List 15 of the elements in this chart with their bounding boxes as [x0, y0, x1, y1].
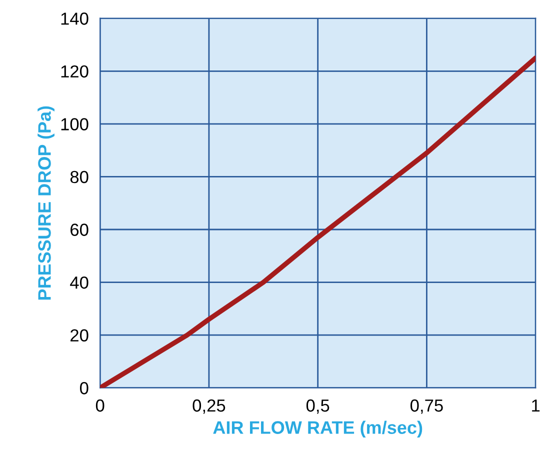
- x-tick-label: 0: [96, 399, 104, 412]
- y-tick-label: 80: [70, 170, 88, 184]
- y-tick-label: 120: [61, 65, 88, 78]
- x-tick-label: 0,5: [306, 399, 330, 414]
- y-axis-title: PRESSURE DROP (Pa): [38, 106, 54, 300]
- y-tick-label: 0: [80, 382, 88, 394]
- y-tick-label: 40: [70, 276, 88, 289]
- y-tick-label: 60: [70, 224, 88, 236]
- x-tick-label: 0,75: [410, 399, 443, 414]
- y-tick-label: 100: [61, 118, 88, 130]
- y-tick-label: 20: [70, 329, 88, 342]
- x-tick-label: 0,25: [192, 399, 226, 414]
- x-axis-title: AIR FLOW RATE (m/sec): [213, 420, 422, 438]
- x-tick-label: 1: [532, 400, 540, 412]
- y-tick-label: 140: [61, 12, 88, 25]
